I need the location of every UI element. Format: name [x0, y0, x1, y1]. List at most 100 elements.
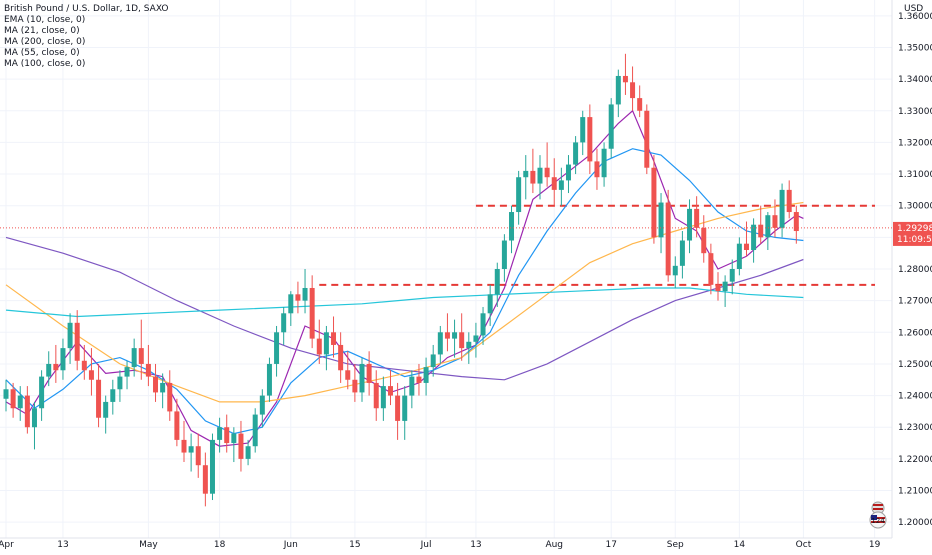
candle-body	[88, 370, 94, 380]
candle-body	[615, 75, 621, 105]
indicator-ma21[interactable]: MA (21, close, 0)	[4, 26, 80, 36]
time-tick-label: Aug	[545, 540, 563, 550]
candle-body	[786, 189, 792, 213]
candle-body	[679, 240, 685, 266]
price-tick-label: 1.28000	[898, 265, 932, 275]
horizontal-levels[interactable]	[319, 204, 875, 286]
candle-body	[373, 382, 379, 409]
candle-body	[188, 446, 194, 453]
candle-body	[252, 414, 258, 447]
candle-body	[96, 379, 102, 418]
candle-body	[544, 167, 550, 178]
candle-body	[622, 75, 628, 83]
last-price-value: 1.29298	[897, 224, 932, 234]
candle-body	[665, 202, 671, 276]
candle-body	[708, 253, 714, 285]
candle-body	[174, 411, 180, 440]
candle-body	[523, 170, 529, 178]
candle-body	[494, 269, 500, 295]
indicator-ma55[interactable]: MA (55, close, 0)	[4, 48, 80, 58]
candle-body	[131, 348, 137, 368]
candle-body	[459, 332, 465, 349]
candle-body	[608, 104, 614, 149]
candle-body	[772, 215, 778, 228]
candle-body	[473, 335, 479, 342]
candle-body	[509, 212, 515, 241]
candle-body	[10, 389, 16, 409]
candle-body	[345, 370, 351, 380]
candle-body	[145, 363, 151, 377]
candle-body	[580, 117, 586, 143]
badge-count: 124	[871, 517, 885, 525]
candle-body	[409, 376, 415, 396]
candle-body	[231, 433, 237, 444]
candle-body	[39, 376, 45, 409]
candle-body	[537, 167, 543, 184]
candle-countdown: 11:09:52	[897, 235, 932, 245]
ma-line	[5, 236, 804, 381]
price-tick-label: 1.27000	[898, 297, 932, 307]
time-tick-label: Jul	[420, 540, 432, 550]
candlesticks	[3, 53, 799, 507]
ma-line	[5, 148, 804, 435]
price-tick-label: 1.21000	[898, 487, 932, 497]
time-tick-label: 18	[214, 540, 226, 550]
time-tick-label: 17	[605, 540, 616, 550]
candle-body	[209, 439, 215, 494]
candle-body	[687, 208, 693, 241]
chart-legend: British Pound / U.S. Dollar, 1D, SAXO EM…	[4, 4, 169, 70]
candle-body	[266, 363, 272, 396]
candle-body	[480, 313, 486, 336]
events-badge[interactable]: 124	[864, 500, 892, 530]
candle-body	[331, 332, 337, 345]
candle-body	[60, 348, 66, 371]
candle-body	[516, 177, 522, 213]
price-tick-label: 1.35000	[898, 43, 932, 53]
candle-body	[736, 243, 742, 269]
candle-body	[743, 243, 749, 251]
candle-body	[551, 177, 557, 190]
candle-body	[487, 294, 493, 314]
candle-body	[323, 332, 329, 355]
candle-body	[416, 376, 422, 383]
candle-body	[729, 269, 735, 282]
candle-body	[3, 389, 9, 399]
candle-body	[217, 427, 223, 440]
candle-body	[53, 363, 59, 371]
time-axis[interactable]: Apr 13 May 18 Jun 15 Jul 13 Aug 17 Sep 14 Oct 19	[0, 540, 881, 550]
candle-body	[124, 367, 130, 377]
candle-body	[751, 224, 757, 251]
candle-body	[395, 395, 401, 421]
candle-body	[715, 284, 721, 292]
price-tick-label: 1.34000	[898, 75, 932, 85]
candle-body	[430, 354, 436, 368]
candle-body	[202, 465, 208, 494]
indicator-ma100[interactable]: MA (100, close, 0)	[4, 59, 86, 69]
last-price-box	[893, 221, 932, 246]
price-tick-label: 1.26000	[898, 328, 932, 338]
candle-body	[117, 376, 123, 390]
price-tick-label: 1.25000	[898, 360, 932, 370]
candle-body	[530, 170, 536, 184]
price-tick-label: 1.31000	[898, 170, 932, 180]
indicator-ma200[interactable]: MA (200, close, 0)	[4, 37, 86, 47]
candle-body	[288, 294, 294, 314]
candle-body	[644, 110, 650, 168]
candle-body	[110, 389, 116, 402]
candle-body	[138, 348, 144, 364]
candle-body	[167, 382, 173, 412]
candle-body	[437, 332, 443, 355]
candle-body	[651, 167, 657, 238]
candle-body	[366, 363, 372, 383]
price-tick-label: 1.30000	[898, 202, 932, 212]
price-tick-label: 1.23000	[898, 423, 932, 433]
candle-body	[466, 341, 472, 349]
indicator-ema10[interactable]: EMA (10, close, 0)	[4, 15, 86, 25]
candle-body	[153, 376, 159, 393]
candle-body	[195, 446, 201, 466]
symbol-title[interactable]: British Pound / U.S. Dollar, 1D, SAXO	[4, 4, 169, 14]
